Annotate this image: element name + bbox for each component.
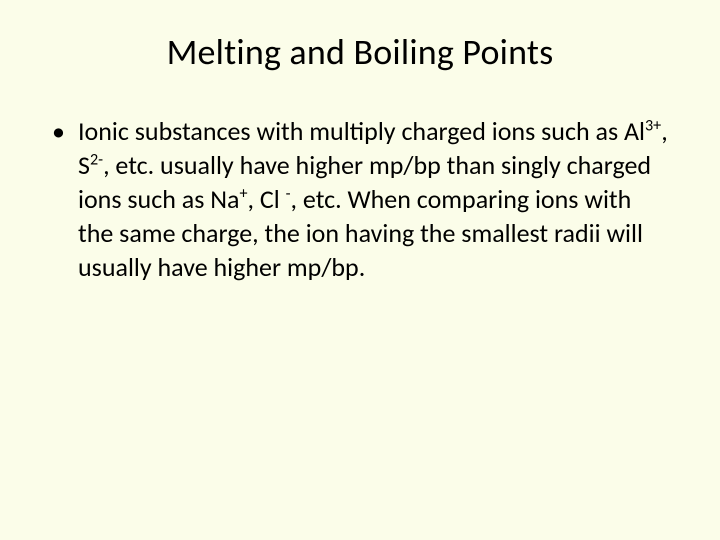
superscript: 2-: [90, 150, 103, 169]
slide: Melting and Boiling Points • Ionic subst…: [0, 0, 720, 540]
slide-content: • Ionic substances with multiply charged…: [0, 114, 720, 284]
text-segment: , Cl: [248, 183, 286, 215]
slide-title: Melting and Boiling Points: [0, 30, 720, 74]
bullet-marker: •: [50, 114, 78, 148]
bullet-item: • Ionic substances with multiply charged…: [50, 114, 670, 284]
text-segment: Ionic substances with multiply charged i…: [78, 115, 645, 147]
superscript: +: [239, 184, 247, 203]
bullet-text: Ionic substances with multiply charged i…: [78, 114, 670, 284]
superscript: 3+: [645, 116, 661, 135]
